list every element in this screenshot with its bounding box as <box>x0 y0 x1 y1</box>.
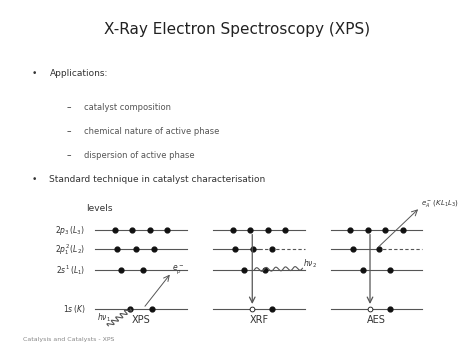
Text: Catalysis and Catalysts - XPS: Catalysis and Catalysts - XPS <box>23 337 115 342</box>
Text: $e_p^-$: $e_p^-$ <box>173 263 184 276</box>
Point <box>399 228 407 233</box>
Point <box>250 246 257 252</box>
Text: $h\nu_1$: $h\nu_1$ <box>98 311 111 324</box>
Point <box>364 228 372 233</box>
Text: AES: AES <box>367 315 386 325</box>
Point <box>240 267 247 273</box>
Text: –: – <box>67 127 72 136</box>
Point <box>264 228 271 233</box>
Text: catalyst composition: catalyst composition <box>84 103 172 112</box>
Text: $e_A^-\,(KL_1L_3)$: $e_A^-\,(KL_1L_3)$ <box>421 198 459 209</box>
Point <box>150 246 158 252</box>
Text: levels: levels <box>87 204 113 213</box>
Text: XRF: XRF <box>249 315 268 325</box>
Text: $2p_3\,(L_3)$: $2p_3\,(L_3)$ <box>55 224 85 237</box>
Text: $2p_1^2\,(L_2)$: $2p_1^2\,(L_2)$ <box>55 242 85 257</box>
Point <box>375 246 383 252</box>
Text: Standard technique in catalyst characterisation: Standard technique in catalyst character… <box>49 175 266 184</box>
Point <box>262 267 269 273</box>
Text: –: – <box>67 151 72 160</box>
Point <box>127 306 134 312</box>
Point <box>386 306 393 312</box>
Point <box>268 246 276 252</box>
Point <box>146 228 154 233</box>
Point <box>268 306 276 312</box>
Text: Applications:: Applications: <box>49 69 108 78</box>
Text: •: • <box>32 69 37 78</box>
Point <box>128 228 136 233</box>
Point <box>366 306 374 312</box>
Point <box>246 228 254 233</box>
Text: $h\nu_2$: $h\nu_2$ <box>303 258 317 271</box>
Point <box>164 228 171 233</box>
Text: chemical nature of active phase: chemical nature of active phase <box>84 127 220 136</box>
Text: $1s\,(K)$: $1s\,(K)$ <box>63 303 85 315</box>
Point <box>349 246 356 252</box>
Point <box>113 246 121 252</box>
Point <box>346 228 354 233</box>
Point <box>382 228 389 233</box>
Text: •: • <box>32 175 37 184</box>
Point <box>139 267 147 273</box>
Point <box>118 267 125 273</box>
Point <box>281 228 289 233</box>
Text: dispersion of active phase: dispersion of active phase <box>84 151 195 160</box>
Point <box>231 246 238 252</box>
Point <box>229 228 237 233</box>
Text: X-Ray Electron Spectroscopy (XPS): X-Ray Electron Spectroscopy (XPS) <box>104 22 370 37</box>
Point <box>360 267 367 273</box>
Point <box>132 246 139 252</box>
Point <box>248 306 256 312</box>
Point <box>386 267 393 273</box>
Text: XPS: XPS <box>132 315 150 325</box>
Text: –: – <box>67 103 72 112</box>
Text: $2s^1\,(L_1)$: $2s^1\,(L_1)$ <box>56 263 85 277</box>
Point <box>111 228 118 233</box>
Point <box>148 306 156 312</box>
